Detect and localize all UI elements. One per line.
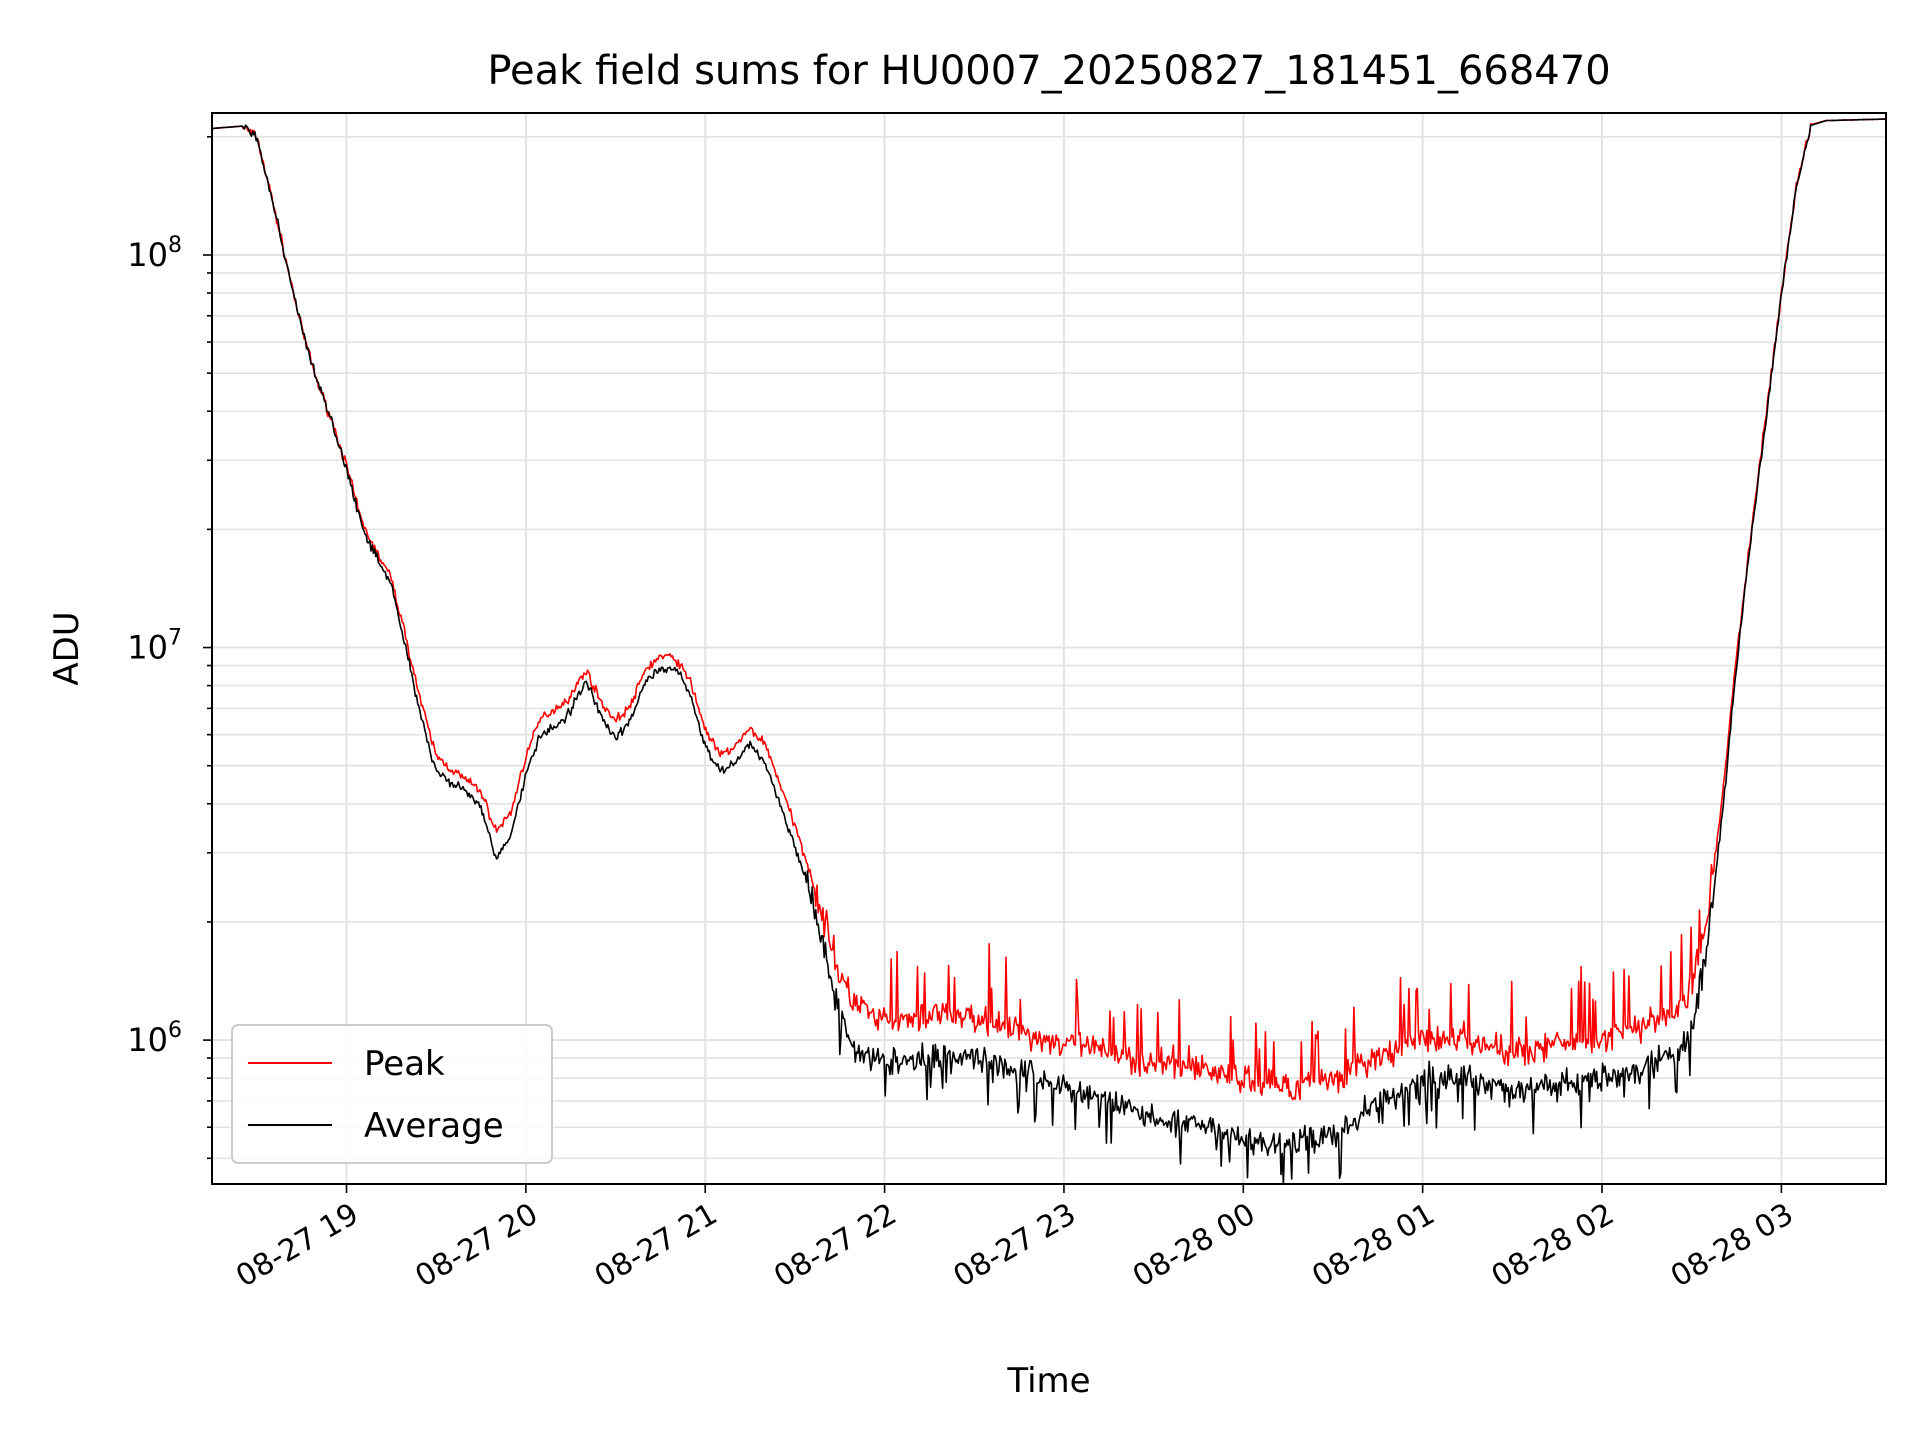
legend-label-average: Average xyxy=(364,1106,504,1146)
legend-box xyxy=(231,1024,553,1164)
y-tick-label: 108 xyxy=(127,233,182,274)
x-axis-label: Time xyxy=(1006,1361,1090,1401)
legend-label-peak: Peak xyxy=(364,1044,445,1084)
chart-title: Peak field sums for HU0007_20250827_1814… xyxy=(487,48,1610,94)
legend: Peak Average xyxy=(231,1024,553,1164)
series-line-peak xyxy=(211,118,1887,1101)
y-tick-label: 107 xyxy=(127,626,182,667)
series-line-average xyxy=(211,118,1887,1185)
series-layer xyxy=(211,118,1887,1185)
y-tick-label: 106 xyxy=(127,1018,182,1059)
y-axis-label: ADU xyxy=(47,611,87,685)
plot-frame xyxy=(211,112,1887,1185)
